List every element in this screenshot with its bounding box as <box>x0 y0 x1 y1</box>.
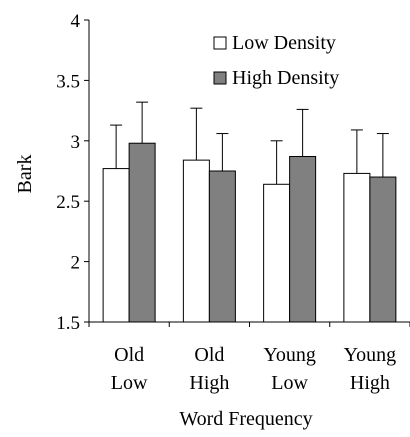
y-tick-label: 4 <box>71 11 81 32</box>
bar-low-density <box>102 168 130 323</box>
y-tick-label: 3.5 <box>56 71 80 92</box>
legend-swatch-high-density <box>213 71 227 85</box>
bar-low-density <box>182 159 210 323</box>
x-category-label-line2: Low <box>111 372 148 394</box>
y-tick-label: 3 <box>71 132 81 153</box>
legend-label: Low Density <box>232 32 336 54</box>
bar-low-density <box>263 183 291 323</box>
y-tick-label: 1.5 <box>56 313 80 334</box>
bar-low-density <box>343 172 371 323</box>
legend-swatch-low-density <box>213 36 227 50</box>
bars <box>102 101 397 323</box>
bar-high-density <box>208 170 236 323</box>
x-category-label-line2: High <box>189 372 229 394</box>
legend-label: High Density <box>232 67 339 89</box>
y-axis-title: Bark <box>14 155 36 194</box>
x-category-label-line1: Old <box>194 344 224 366</box>
x-axis-title: Word Frequency <box>179 408 312 430</box>
x-category-label-line1: Young <box>263 344 315 366</box>
y-axis: 1.5 2 2.5 3 3.5 4 <box>56 11 90 334</box>
bar-high-density <box>289 156 317 323</box>
x-category-label-line2: High <box>350 372 390 394</box>
x-category-label-line1: Young <box>344 344 396 366</box>
legend: Low Density High Density <box>213 32 339 89</box>
x-category-label-line1: Old <box>114 344 144 366</box>
x-category-label-line2: Low <box>271 372 308 394</box>
x-axis: Old Low Old High Young Low Young High <box>88 321 410 394</box>
bar-high-density <box>369 176 397 323</box>
bar-high-density <box>128 142 156 323</box>
y-tick-label: 2 <box>71 253 81 274</box>
y-tick-label: 2.5 <box>56 192 80 213</box>
